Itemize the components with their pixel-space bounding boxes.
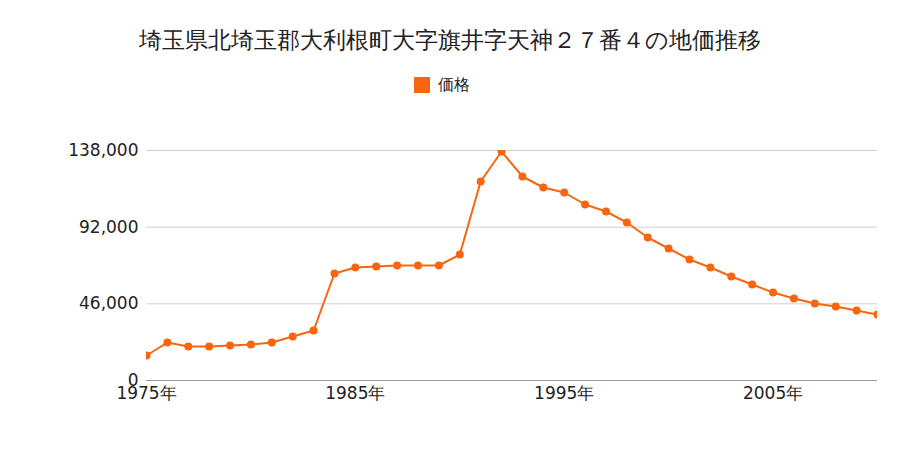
html-text:価格: 価格 [438,74,470,94]
svg-text:92,000: 92,000 [79,217,138,237]
svg-text:0: 0 [127,369,139,390]
svg-text:46,000: 46,000 [79,293,138,313]
html-text:埼玉県北埼玉郡大利根町大字旗井字天神２７番４の地価推移: 埼玉県北埼玉郡大利根町大字旗井字天神２７番４の地価推移 [139,27,761,53]
svg-text:138,000: 138,000 [68,140,138,160]
svg-text:1985年: 1985年 [325,383,385,403]
svg-text:2005年: 2005年 [743,383,803,403]
svg-text:1975年: 1975年 [116,383,176,403]
svg-text:1995年: 1995年 [534,383,594,403]
